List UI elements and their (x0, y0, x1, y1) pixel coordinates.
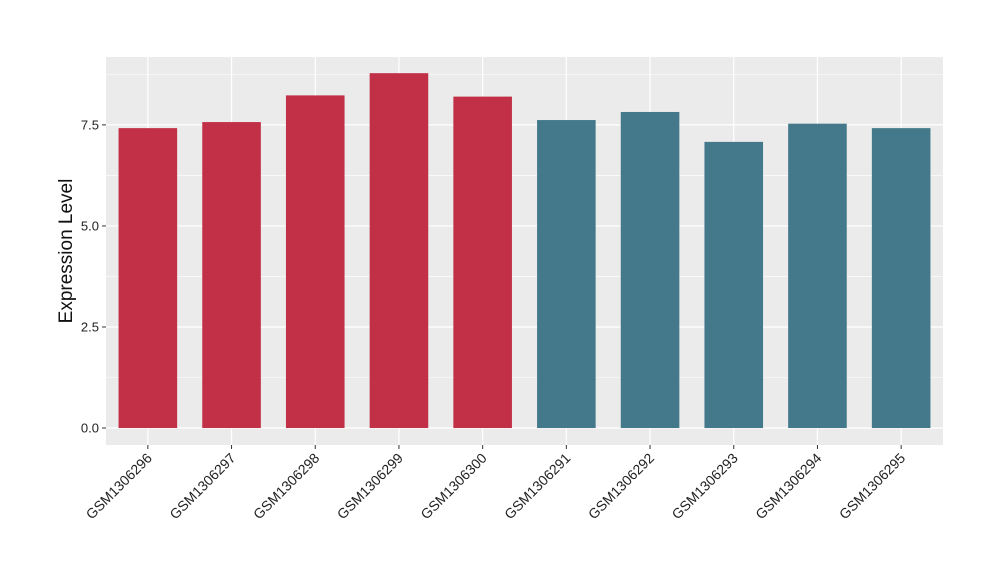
y-tick-label: 2.5 (81, 319, 99, 334)
bar-GSM1306291 (537, 120, 596, 429)
x-tick-label: GSM1306298 (250, 450, 323, 523)
bar-GSM1306295 (871, 128, 931, 429)
y-axis-title: Expression Level (56, 179, 77, 324)
x-tick-label: GSM1306295 (836, 450, 909, 523)
bar-GSM1306300 (453, 96, 512, 429)
bar-GSM1306292 (620, 111, 680, 429)
y-tick-label: 5.0 (81, 218, 99, 233)
x-tick-label: GSM1306292 (585, 450, 658, 523)
bar-GSM1306298 (285, 95, 345, 429)
bar-GSM1306296 (118, 128, 178, 429)
bar-GSM1306297 (202, 122, 261, 429)
x-tick-label: GSM1306297 (166, 450, 239, 523)
y-tick-label: 0.0 (81, 421, 99, 436)
bar-GSM1306299 (369, 73, 429, 429)
x-tick-label: GSM1306299 (334, 450, 407, 523)
bar-GSM1306293 (704, 141, 764, 429)
y-tick-label: 7.5 (81, 117, 99, 132)
x-tick-label: GSM1306294 (752, 450, 825, 523)
x-tick-label: GSM1306296 (83, 450, 156, 523)
bars (118, 73, 931, 429)
x-tick-label: GSM1306291 (501, 450, 574, 523)
x-tick-label: GSM1306300 (417, 450, 490, 523)
bar-GSM1306294 (788, 123, 847, 429)
x-tick-label: GSM1306293 (668, 450, 741, 523)
